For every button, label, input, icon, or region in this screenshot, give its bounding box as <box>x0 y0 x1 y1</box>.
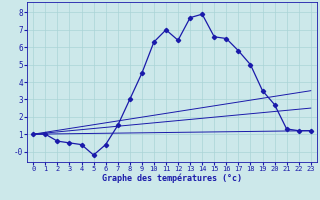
X-axis label: Graphe des températures (°c): Graphe des températures (°c) <box>102 174 242 183</box>
